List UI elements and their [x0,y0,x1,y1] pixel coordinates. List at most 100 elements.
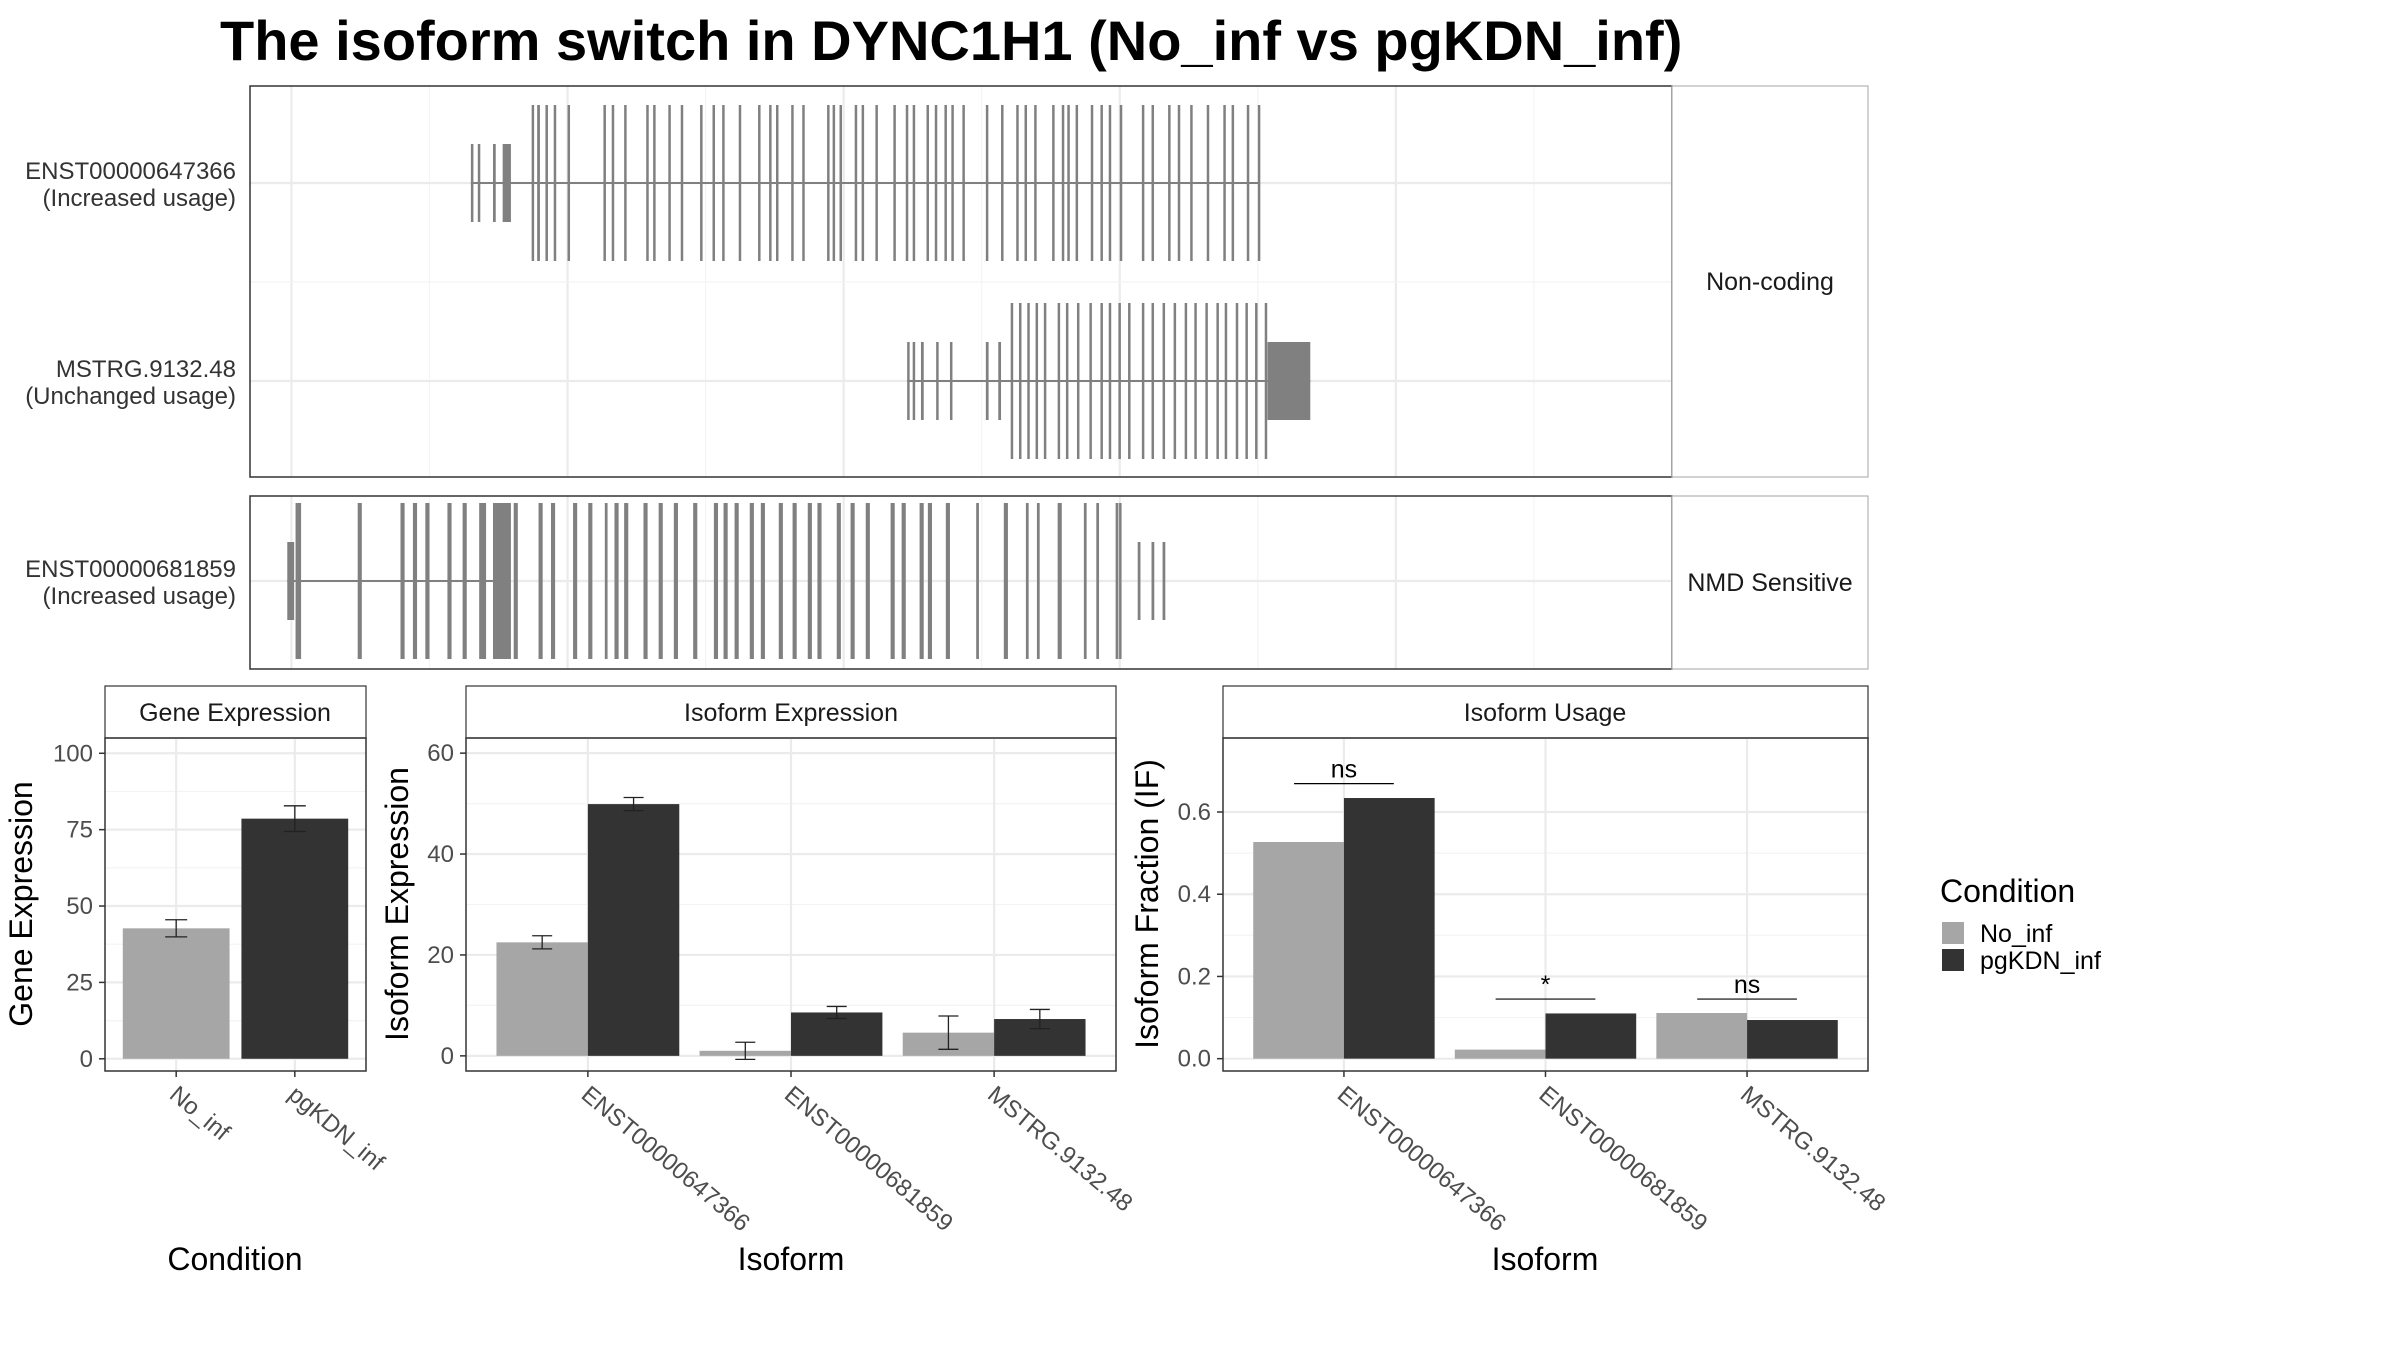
strip-nmd-sensitive-label: NMD Sensitive [1687,569,1852,597]
exon-mstrg-9132-48 [1205,303,1208,459]
bar-pgkdn-inf [241,818,349,1059]
y-tick-label: 0.2 [1178,963,1211,990]
exon-enst00000681859 [400,503,405,659]
exon-mstrg-9132-48 [1100,303,1103,459]
exon-enst00000647366 [905,105,909,261]
exon-enst00000681859 [462,503,467,659]
exon-enst00000647366 [712,105,715,261]
exon-enst00000681859 [1115,503,1119,659]
non-coding-panel-grid [250,86,1674,477]
exon-enst00000681859 [778,503,783,659]
transcript-label-mstrg-9132-48: MSTRG.9132.48 [56,356,236,383]
isoform-usage-y-title: Isoform Fraction (IF) [1129,759,1165,1049]
transcript-usage-enst00000647366: (Increased usage) [43,185,236,212]
exon-enst00000681859 [792,503,797,659]
y-tick-label: 40 [427,841,454,868]
strip-isoform-expression-label: Isoform Expression [684,699,898,727]
x-tick-label-enst00000681859: ENST00000681859 [779,1081,958,1237]
isoform-expression-y-title: Isoform Expression [379,767,415,1041]
exon-enst00000681859 [287,542,295,620]
exon-enst00000681859 [927,503,933,659]
bar-enst00000647366-no-inf [1253,842,1344,1059]
exon-enst00000647366 [944,105,947,261]
exon-enst00000681859 [550,503,556,659]
exon-mstrg-9132-48 [1194,303,1197,459]
gene-expression-x-title: Condition [167,1241,302,1277]
bar-mstrg-9132-48-no-inf [1656,1013,1748,1059]
exon-enst00000647366 [758,105,761,261]
exon-enst00000681859 [1119,503,1122,659]
exon-enst00000647366 [1141,105,1145,261]
x-tick-label-mstrg-9132-48: MSTRG.9132.48 [1735,1081,1890,1217]
transcript-label-enst00000681859: ENST00000681859 [25,556,236,583]
exon-mstrg-9132-48 [1128,303,1131,459]
exon-enst00000681859 [1003,503,1008,659]
exon-mstrg-9132-48 [1141,303,1145,459]
exon-mstrg-9132-48 [1224,303,1228,459]
exon-enst00000647366 [603,105,606,261]
exon-enst00000647366 [1075,105,1079,261]
x-tick-label-enst00000647366: ENST00000647366 [576,1081,755,1237]
significance-label: * [1541,971,1551,999]
exon-enst00000647366 [611,105,615,261]
isoform-expression-plot-border [465,737,1117,1072]
exon-enst00000647366 [477,144,481,222]
bar-enst00000681859-no-inf [1454,1049,1546,1059]
exon-enst00000681859 [850,503,855,659]
figure-title: The isoform switch in DYNC1H1 (No_inf vs… [220,9,1682,72]
exon-mstrg-9132-48 [1089,303,1092,459]
exon-mstrg-9132-48 [1018,303,1022,459]
transcript-usage-mstrg-9132-48: (Unchanged usage) [25,383,236,410]
exon-enst00000647366 [776,105,779,261]
gene-expression-plot-border [104,737,367,1072]
exon-enst00000681859 [573,503,578,659]
exon-enst00000647366 [1090,105,1094,261]
nmd-panel-background [250,496,1672,669]
legend: Condition No_inf pgKDN_inf [1940,873,2101,975]
exon-enst00000681859 [538,503,543,659]
exon-mstrg-9132-48 [1065,303,1069,459]
exon-mstrg-9132-48 [936,342,939,420]
exon-enst00000647366 [646,105,649,261]
exon-enst00000681859 [693,503,698,659]
exon-enst00000647366 [912,105,916,261]
exon-enst00000681859 [945,503,950,659]
exon-enst00000647366 [722,105,725,261]
strip-nmd-sensitive [1671,495,1869,670]
exon-enst00000647366 [1257,105,1261,261]
y-tick-label: 50 [66,893,93,920]
exon-enst00000647366 [537,105,540,261]
bar-enst00000647366-pgkdn-inf [587,804,680,1056]
y-tick-label: 100 [53,740,93,767]
y-tick-label: 60 [427,740,454,767]
strip-non-coding [1671,85,1869,478]
legend-title: Condition [1940,873,2075,909]
exon-enst00000647366 [1108,105,1112,261]
exon-enst00000681859 [357,503,362,659]
exon-enst00000647366 [854,105,858,261]
bar-enst00000647366-no-inf [496,942,588,1056]
significance-label: ns [1734,971,1760,999]
x-tick-label-mstrg-9132-48: MSTRG.9132.48 [982,1081,1137,1217]
exon-mstrg-9132-48 [1162,303,1166,459]
exon-enst00000647366 [1168,105,1171,261]
exon-enst00000647366 [893,105,896,261]
exon-mstrg-9132-48 [1057,303,1061,459]
exon-enst00000681859 [513,503,518,659]
exon-enst00000681859 [1083,503,1087,659]
exon-enst00000647366 [1067,105,1070,261]
y-tick-label: 75 [66,817,93,844]
exon-enst00000647366 [875,105,878,261]
exon-mstrg-9132-48 [1118,303,1121,459]
gene-expression-plot: 0 25 50 75 100 No_inf pgKDN_inf [53,738,389,1176]
exon-mstrg-9132-48 [1173,303,1177,459]
legend-key-no-inf [1942,922,1964,944]
exon-enst00000647366 [492,144,496,222]
exon-enst00000647366 [1061,105,1065,261]
exon-mstrg-9132-48 [1216,303,1219,459]
y-tick-label: 20 [427,942,454,969]
exon-enst00000647366 [1231,105,1235,261]
exon-enst00000681859 [658,503,663,659]
exon-enst00000681859 [865,503,870,659]
gene-expression-panel: Gene Expression 0 25 50 75 100 No_inf pgKDN_in… [3,685,389,1277]
